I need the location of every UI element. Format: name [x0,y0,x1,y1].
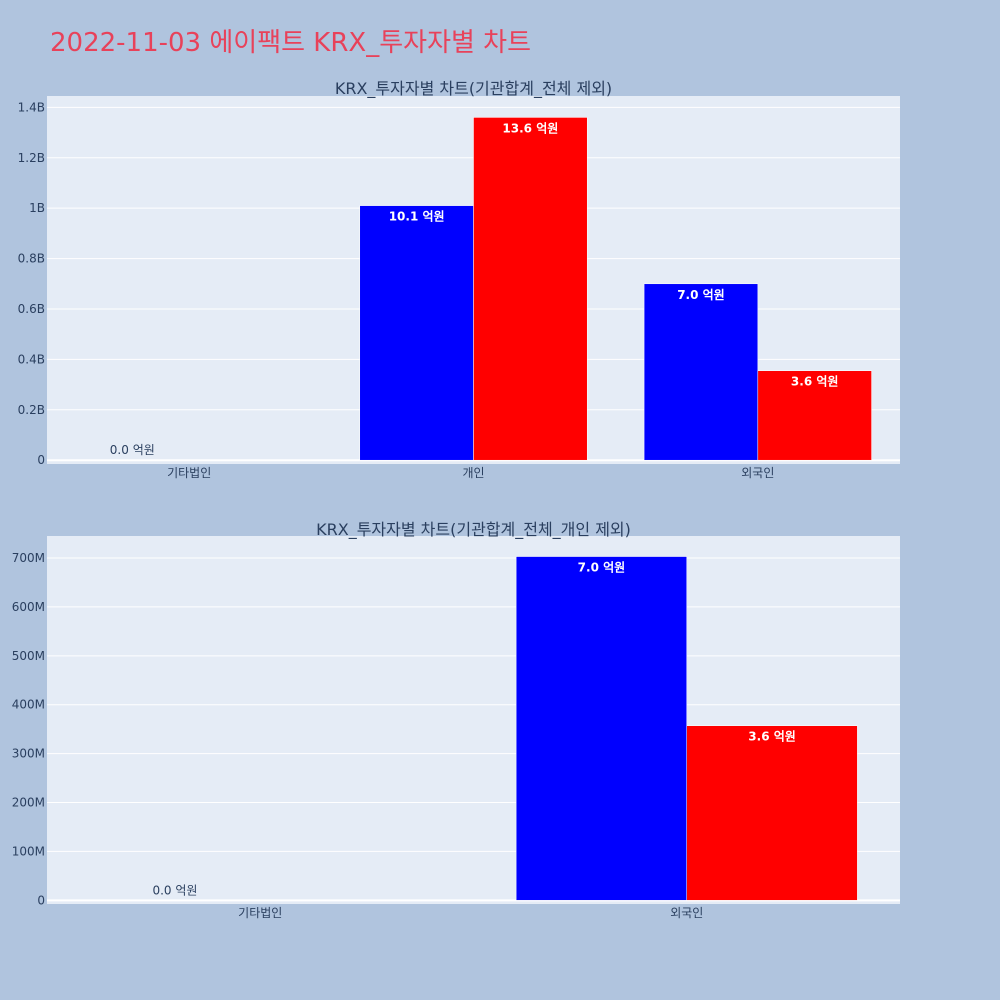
y-tick-label: 100M [12,844,45,858]
bar-value-label: 7.0 억원 [578,561,626,575]
bar-value-label: 0.0 억원 [110,443,155,457]
y-tick-label: 0 [37,453,45,467]
y-tick-label: 1B [29,201,45,215]
y-tick-label: 600M [12,600,45,614]
y-tick-label: 200M [12,796,45,810]
chart-title: KRX_투자자별 차트(기관합계_전체 제외) [335,79,612,99]
y-tick-label: 0.6B [18,302,45,316]
bar-value-label: 3.6 억원 [791,375,839,389]
bar-value-label: 13.6 억원 [502,121,558,135]
y-tick-label: 700M [12,551,45,565]
bar-blue [515,556,688,901]
chart-investor-excluding-institutions: 0 0.2B 0.4B 0.6B 0.8B 1B 1.2B 1.4B KRX_투자자별 차트(기… [18,79,900,480]
y-tick-label: 0.2B [18,403,45,417]
y-tick-label: 0 [37,893,45,907]
y-tick-label: 0.8B [18,252,45,266]
chart-title: KRX_투자자별 차트(기관합계_전체_개인 제외) [316,520,631,540]
bar-value-label: 10.1 억원 [389,210,445,224]
bar-blue [643,283,759,461]
page-title: 2022-11-03 에이팩트 KRX_투자자별 차트 [50,28,532,58]
bar-blue [359,205,474,461]
bar-red [757,370,872,461]
y-tick-label: 400M [12,698,45,712]
x-tick-label: 외국인 [670,906,703,920]
chart-investor-excluding-institutions-individuals: 0 100M 200M 300M 400M 500M 600M 700M KRX_투자자별 차트… [12,520,900,920]
bar-value-label: 7.0 억원 [677,288,725,302]
y-tick-label: 300M [12,747,45,761]
y-tick-label: 500M [12,649,45,663]
bar-red [686,725,858,901]
y-tick-label: 0.4B [18,352,45,366]
x-tick-label: 기타법인 [167,466,211,480]
x-tick-label: 기타법인 [238,906,282,920]
x-tick-label: 개인 [462,466,484,480]
x-tick-label: 외국인 [741,466,774,480]
bar-value-label: 0.0 억원 [152,883,197,897]
y-tick-label: 1.2B [18,151,45,165]
y-tick-label: 1.4B [18,100,45,114]
bar-value-label: 3.6 억원 [748,730,796,744]
bar-red [473,117,588,461]
